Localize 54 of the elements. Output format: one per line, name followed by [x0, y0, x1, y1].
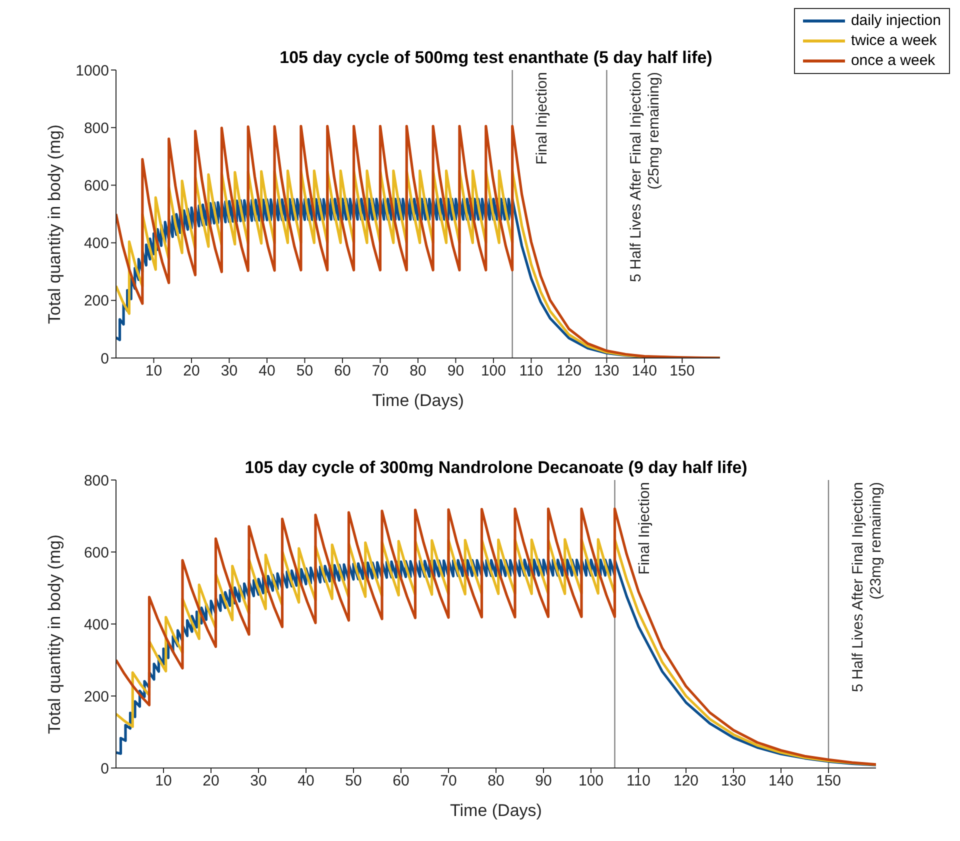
y-tick-label: 400: [84, 235, 109, 252]
x-tick-label: 50: [296, 362, 314, 380]
x-tick-label: 90: [447, 362, 464, 380]
y-tick-label: 800: [84, 120, 109, 137]
x-tick-label: 120: [673, 772, 699, 790]
x-tick-label: 140: [632, 362, 657, 380]
x-tick-label: 150: [816, 772, 842, 790]
x-tick-label: 60: [392, 772, 410, 790]
x-tick-label: 110: [519, 362, 544, 380]
y-tick-label: 0: [100, 760, 109, 778]
y-tick-label: 1000: [76, 62, 109, 80]
legend-label: twice a week: [850, 31, 937, 51]
chart-title: 105 day cycle of 300mg Nandrolone Decanoate (9 day half life): [244, 458, 748, 478]
x-tick-label: 20: [183, 362, 200, 380]
ref-line-label: 5 Half Lives After Final Injection (25mg remaining): [628, 72, 663, 282]
x-tick-label: 70: [440, 772, 457, 790]
x-axis-title: Time (Days): [450, 801, 542, 820]
y-axis-title: Total quantity in body (mg): [45, 124, 64, 324]
x-tick-label: 90: [535, 772, 552, 790]
y-tick-label: 600: [84, 178, 109, 195]
x-tick-label: 70: [372, 362, 389, 380]
x-tick-label: 30: [220, 362, 238, 380]
y-tick-label: 400: [84, 616, 109, 634]
x-tick-label: 10: [145, 362, 162, 380]
x-tick-label: 40: [298, 772, 314, 790]
x-axis-title: Time (Days): [372, 391, 464, 410]
x-tick-label: 10: [155, 772, 172, 790]
x-tick-label: 80: [410, 362, 426, 380]
y-tick-label: 200: [84, 688, 109, 706]
x-tick-label: 120: [556, 362, 582, 380]
y-tick-label: 800: [84, 472, 109, 490]
legend-label: once a week: [850, 51, 936, 71]
x-tick-label: 130: [720, 772, 746, 790]
legend-label: daily injection: [850, 11, 941, 31]
x-tick-label: 100: [578, 772, 604, 790]
x-tick-label: 150: [670, 362, 695, 380]
x-tick-label: 60: [334, 362, 351, 380]
y-tick-label: 600: [84, 544, 109, 562]
x-tick-label: 130: [594, 362, 620, 380]
y-axis-title: Total quantity in body (mg): [45, 534, 64, 734]
ref-line-label: Final Injection: [533, 72, 550, 165]
x-tick-label: 110: [626, 772, 650, 790]
ref-line-label: Final Injection: [636, 482, 653, 575]
x-tick-label: 30: [250, 772, 267, 790]
chart-title: 105 day cycle of 500mg test enanthate (5 day half life): [280, 48, 712, 67]
x-tick-label: 40: [258, 362, 276, 380]
x-tick-label: 20: [202, 772, 220, 790]
y-tick-label: 0: [100, 350, 109, 368]
x-tick-label: 140: [768, 772, 794, 790]
x-tick-label: 100: [480, 362, 506, 380]
ref-line-label: 5 Half Lives After Final Injection (23mg remaining): [850, 482, 884, 692]
y-tick-label: 200: [84, 292, 109, 310]
x-tick-label: 50: [345, 772, 362, 790]
x-tick-label: 80: [488, 772, 504, 790]
